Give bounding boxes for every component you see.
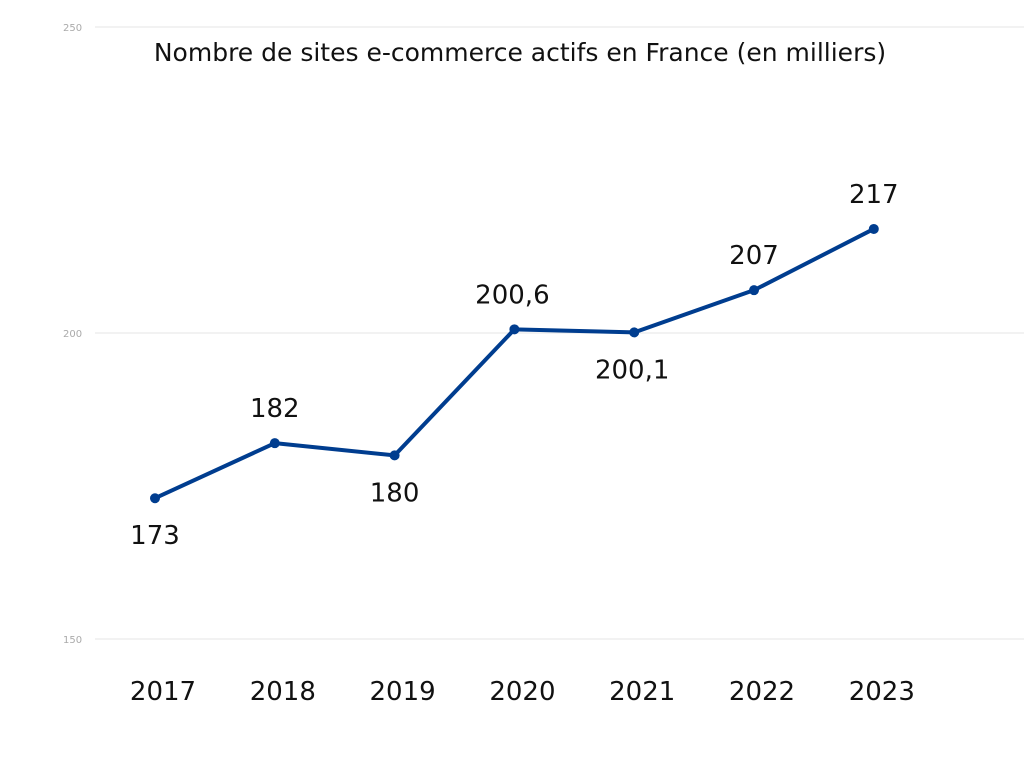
data-point [269, 438, 280, 449]
data-label: 200,1 [595, 355, 669, 385]
x-tick-label: 2018 [250, 677, 316, 707]
data-point [509, 324, 520, 335]
x-tick-label: 2023 [849, 677, 915, 707]
data-point [749, 285, 759, 296]
x-tick-label: 2020 [489, 677, 555, 707]
data-label: 217 [849, 180, 899, 210]
data-label: 200,6 [475, 280, 549, 310]
data-label: 173 [130, 521, 180, 551]
x-tick-label: 2021 [609, 677, 675, 707]
chart-title: Nombre de sites e-commerce actifs en Fra… [154, 38, 886, 67]
x-tick-label: 2017 [130, 677, 196, 707]
data-point [868, 223, 879, 234]
y-tick-label: 200 [63, 329, 82, 340]
data-point [150, 493, 160, 504]
data-label: 207 [729, 241, 779, 271]
data-point [629, 327, 640, 338]
x-tick-label: 2019 [370, 677, 436, 707]
data-point [389, 450, 400, 461]
data-label: 180 [370, 478, 420, 508]
data-label: 182 [250, 394, 300, 424]
y-tick-label: 250 [63, 23, 82, 34]
x-tick-label: 2022 [729, 677, 795, 707]
y-tick-label: 150 [63, 635, 82, 646]
